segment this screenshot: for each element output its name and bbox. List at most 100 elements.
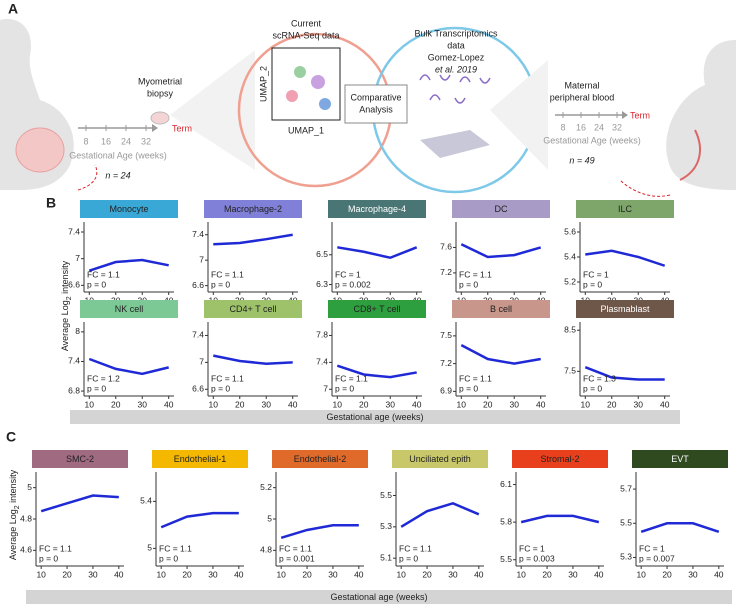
- panel-title: Macrophage-4: [348, 204, 406, 214]
- y-tick-label: 8.5: [564, 324, 576, 334]
- trend-line: [160, 511, 239, 529]
- trend-line: [213, 354, 293, 365]
- y-axis-label: Average Log2 intensity: [60, 260, 73, 351]
- panel-title: Plasmablast: [600, 304, 650, 314]
- timeline-tick-label: 32: [612, 122, 622, 132]
- umap-x-label: UMAP_1: [288, 125, 324, 135]
- fold-change: FC = 1.1: [39, 543, 72, 553]
- y-axis-label-part: intensity: [60, 260, 70, 296]
- x-axis-label: Gestational age (weeks): [330, 592, 427, 602]
- y-tick-label: 6.1: [500, 479, 512, 489]
- y-axis-label-part: intensity: [8, 469, 18, 505]
- y-tick-label: 7: [199, 357, 204, 367]
- panel-title: NK cell: [115, 304, 144, 314]
- y-tick-label: 7: [75, 253, 80, 263]
- y-tick-label: 5.6: [564, 226, 576, 236]
- x-tick-label: 10: [276, 569, 286, 579]
- p-value: p = 0: [459, 383, 478, 393]
- fold-change: FC = 1: [583, 269, 609, 279]
- x-tick-label: 20: [359, 399, 369, 409]
- cluster: [319, 98, 331, 110]
- x-tick-label: 40: [114, 569, 124, 579]
- x-axis-label: Gestational age (weeks): [326, 412, 423, 422]
- panel-title: B cell: [490, 304, 512, 314]
- y-tick-label: 7.5: [440, 330, 452, 340]
- panel-header: [632, 450, 728, 468]
- trend-line: [584, 366, 665, 381]
- panel-label: A: [8, 1, 18, 17]
- panel-header: [272, 450, 368, 468]
- panel-title: SMC-2: [66, 454, 94, 464]
- y-tick-label: 5.5: [500, 554, 512, 564]
- x-tick-label: 10: [457, 399, 467, 409]
- fold-change: FC = 1.1: [159, 543, 192, 553]
- x-tick-label: 30: [208, 569, 218, 579]
- trend-line: [213, 233, 293, 246]
- scrna-title: Current: [291, 18, 322, 28]
- p-value: p = 0: [211, 279, 230, 289]
- panel-header: [32, 450, 128, 468]
- x-tick-label: 20: [483, 399, 493, 409]
- p-value: p = 0: [399, 553, 418, 563]
- y-tick-label: 7.2: [440, 358, 452, 368]
- x-tick-label: 40: [412, 399, 422, 409]
- arrow-head: [622, 111, 628, 119]
- y-tick-label: 5.3: [380, 521, 392, 531]
- y-tick-label: 5.2: [564, 276, 576, 286]
- fold-change: FC = 1.1: [211, 373, 244, 383]
- p-value: p = 0: [335, 383, 354, 393]
- y-tick-label: 5.5: [620, 518, 632, 528]
- panel-header: [204, 200, 302, 218]
- bulk-label: et al. 2019: [435, 64, 477, 74]
- sample-size: n = 24: [105, 170, 130, 180]
- y-tick-label: 6.9: [440, 386, 452, 396]
- trend-line: [400, 502, 480, 528]
- cluster: [311, 75, 325, 89]
- panel-header: [152, 450, 248, 468]
- y-tick-label: 6.6: [68, 280, 80, 290]
- x-tick-label: 30: [448, 569, 458, 579]
- y-tick-label: 7: [323, 384, 328, 394]
- panel-title: EVT: [671, 454, 689, 464]
- x-tick-label: 20: [302, 569, 312, 579]
- y-tick-label: 5.4: [564, 251, 576, 261]
- panel-title: Monocyte: [109, 204, 148, 214]
- fold-change: FC = 1: [639, 543, 665, 553]
- y-tick-label: 5.1: [380, 552, 392, 562]
- fold-change: FC = 1: [519, 543, 545, 553]
- dashed-arrow: [77, 164, 98, 191]
- trend-line: [585, 249, 666, 267]
- timeline-tick-label: 8: [83, 136, 88, 146]
- x-tick-label: 30: [688, 569, 698, 579]
- p-value: p = 0: [159, 553, 178, 563]
- p-value: p = 0: [583, 279, 602, 289]
- cluster: [294, 66, 306, 78]
- x-tick-label: 10: [396, 569, 406, 579]
- y-axis-label-part: Average Log: [8, 509, 18, 560]
- p-value: p = 0: [87, 279, 106, 289]
- y-tick-label: 6.3: [316, 279, 328, 289]
- y-tick-label: 7: [199, 254, 204, 264]
- umap-box: [271, 47, 341, 121]
- timeline-tick-label: 16: [576, 122, 586, 132]
- y-tick-label: 6.8: [68, 385, 80, 395]
- fold-change: FC = 1.1: [399, 543, 432, 553]
- p-value: p = 0.001: [279, 553, 315, 563]
- panel-header: [452, 300, 550, 318]
- x-tick-label: 40: [594, 569, 604, 579]
- y-tick-label: 7.4: [68, 226, 80, 236]
- x-tick-label: 20: [235, 399, 245, 409]
- panel-title: CD4+ T cell: [230, 304, 277, 314]
- y-tick-label: 7.2: [440, 267, 452, 277]
- y-tick-label: 5.7: [620, 483, 632, 493]
- timeline-tick-label: 16: [101, 136, 111, 146]
- fold-change: FC = 1.1: [279, 543, 312, 553]
- y-tick-label: 7.4: [316, 357, 328, 367]
- comparison-label: Analysis: [359, 104, 393, 114]
- x-tick-label: 10: [636, 569, 646, 579]
- fold-change: FC = 1.1: [459, 373, 492, 383]
- y-tick-label: 5.4: [140, 496, 152, 506]
- p-value: p = 0.007: [639, 553, 675, 563]
- fold-change: FC = 1.1: [211, 269, 244, 279]
- biopsy-label: Myometrial: [138, 76, 182, 86]
